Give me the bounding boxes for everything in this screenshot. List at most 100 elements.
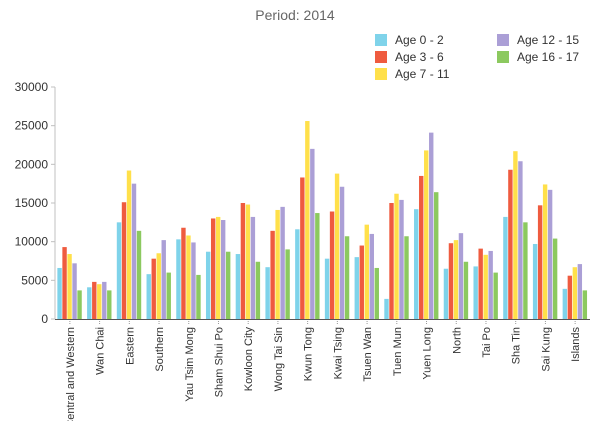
x-tick-label: Eastern bbox=[124, 327, 136, 365]
y-tick-label: 20000 bbox=[15, 157, 49, 171]
bar-age-16-17 bbox=[374, 267, 379, 319]
bar-age-3-6 bbox=[537, 205, 543, 319]
legend-label: Age 12 - 15 bbox=[517, 33, 580, 47]
x-tick-label: Tai Po bbox=[481, 327, 493, 358]
legend-label: Age 7 - 11 bbox=[395, 67, 450, 81]
bar-age-0-2 bbox=[57, 267, 62, 319]
bar-age-0-2 bbox=[562, 288, 568, 319]
x-tick-label: Central and Western bbox=[65, 327, 77, 421]
bar-age-16-17 bbox=[166, 272, 171, 319]
bar-age-7-11 bbox=[215, 216, 221, 319]
bar-age-3-6 bbox=[121, 202, 127, 319]
bar-age-3-6 bbox=[181, 227, 186, 319]
x-tick-label: Islands bbox=[570, 327, 582, 362]
bar-age-12-15 bbox=[310, 148, 315, 319]
bar-age-12-15 bbox=[191, 242, 196, 319]
bar-age-12-15 bbox=[220, 220, 226, 319]
bar-age-16-17 bbox=[434, 192, 439, 319]
bar-age-12-15 bbox=[429, 132, 434, 319]
bar-age-0-2 bbox=[503, 216, 508, 319]
bar-age-16-17 bbox=[107, 290, 112, 319]
bar-age-12-15 bbox=[577, 264, 583, 319]
bar-age-7-11 bbox=[305, 121, 310, 319]
bar-age-7-11 bbox=[364, 224, 369, 319]
x-tick-label: Yuen Long bbox=[422, 327, 434, 380]
y-tick-label: 25000 bbox=[15, 119, 49, 133]
y-tick-label: 15000 bbox=[15, 196, 49, 210]
bar-age-0-2 bbox=[443, 268, 449, 319]
bar-age-16-17 bbox=[315, 213, 320, 319]
bar-age-7-11 bbox=[67, 254, 72, 319]
bar-age-3-6 bbox=[62, 247, 67, 319]
bar-age-7-11 bbox=[513, 151, 518, 319]
bar-age-0-2 bbox=[235, 254, 241, 319]
y-tick-label: 5000 bbox=[21, 273, 48, 287]
x-tick-label: Wong Tai Sin bbox=[273, 327, 285, 391]
bar-age-12-15 bbox=[131, 183, 137, 319]
bar-age-12-15 bbox=[458, 233, 464, 319]
x-tick-label: Southern bbox=[154, 327, 166, 372]
bar-age-3-6 bbox=[151, 258, 156, 319]
bar-age-0-2 bbox=[176, 239, 181, 319]
x-tick-label: Tuen Mun bbox=[392, 327, 404, 376]
bar-age-12-15 bbox=[161, 240, 166, 319]
bar-age-3-6 bbox=[329, 211, 335, 319]
bar-age-3-6 bbox=[300, 177, 305, 319]
bar-age-3-6 bbox=[389, 203, 394, 319]
bar-age-7-11 bbox=[334, 173, 340, 319]
bar-age-7-11 bbox=[453, 240, 459, 319]
bar-age-0-2 bbox=[354, 257, 359, 319]
bar-age-12-15 bbox=[102, 281, 107, 319]
bar-age-3-6 bbox=[419, 175, 424, 319]
bar-age-7-11 bbox=[483, 254, 488, 319]
bar-age-16-17 bbox=[285, 249, 290, 319]
x-tick-label: Sham Shui Po bbox=[213, 327, 225, 397]
legend-swatch bbox=[497, 34, 509, 46]
legend-swatch bbox=[375, 68, 387, 80]
bar-age-7-11 bbox=[156, 253, 161, 319]
x-tick-label: Sha Tin bbox=[511, 327, 523, 364]
bar-age-7-11 bbox=[275, 209, 280, 319]
bar-age-7-11 bbox=[572, 267, 578, 319]
chart-title: Period: 2014 bbox=[255, 7, 335, 23]
bar-age-16-17 bbox=[136, 230, 142, 319]
bar-age-0-2 bbox=[295, 229, 300, 319]
bar-age-7-11 bbox=[542, 184, 548, 319]
bar-age-7-11 bbox=[126, 170, 132, 319]
bar-age-0-2 bbox=[324, 258, 330, 319]
x-tick-label: Sai Kung bbox=[540, 327, 552, 372]
bar-age-0-2 bbox=[116, 222, 122, 319]
legend-swatch bbox=[375, 34, 387, 46]
bar-age-7-11 bbox=[394, 193, 399, 319]
bar-age-3-6 bbox=[270, 230, 275, 319]
legend-swatch bbox=[497, 51, 509, 63]
bar-age-0-2 bbox=[532, 243, 538, 319]
bar-age-0-2 bbox=[265, 267, 270, 319]
bar-age-16-17 bbox=[225, 251, 231, 319]
bar-age-3-6 bbox=[240, 203, 246, 319]
bar-age-0-2 bbox=[384, 298, 389, 319]
bar-age-12-15 bbox=[72, 263, 77, 319]
bar-age-12-15 bbox=[488, 250, 493, 319]
x-tick-label: Yau Tsim Mong bbox=[184, 327, 196, 402]
bar-age-16-17 bbox=[493, 272, 498, 319]
bar-age-16-17 bbox=[344, 236, 350, 319]
legend-swatch bbox=[375, 51, 387, 63]
bar-age-3-6 bbox=[448, 243, 454, 319]
x-tick-label: Kwun Tong bbox=[303, 327, 315, 381]
bar-age-0-2 bbox=[87, 287, 92, 319]
bar-age-16-17 bbox=[552, 238, 558, 319]
bar-age-3-6 bbox=[359, 245, 364, 319]
bar-age-3-6 bbox=[567, 275, 573, 319]
bar-age-16-17 bbox=[404, 236, 409, 319]
bar-age-16-17 bbox=[463, 261, 469, 319]
bar-age-7-11 bbox=[245, 204, 251, 319]
bar-age-12-15 bbox=[518, 161, 523, 319]
x-tick-label: Kwai Tsing bbox=[332, 327, 344, 379]
bar-age-0-2 bbox=[414, 209, 419, 319]
bar-age-3-6 bbox=[210, 218, 216, 319]
bar-age-3-6 bbox=[478, 248, 483, 319]
bar-age-16-17 bbox=[255, 261, 261, 319]
x-tick-label: Wan Chai bbox=[95, 327, 107, 375]
